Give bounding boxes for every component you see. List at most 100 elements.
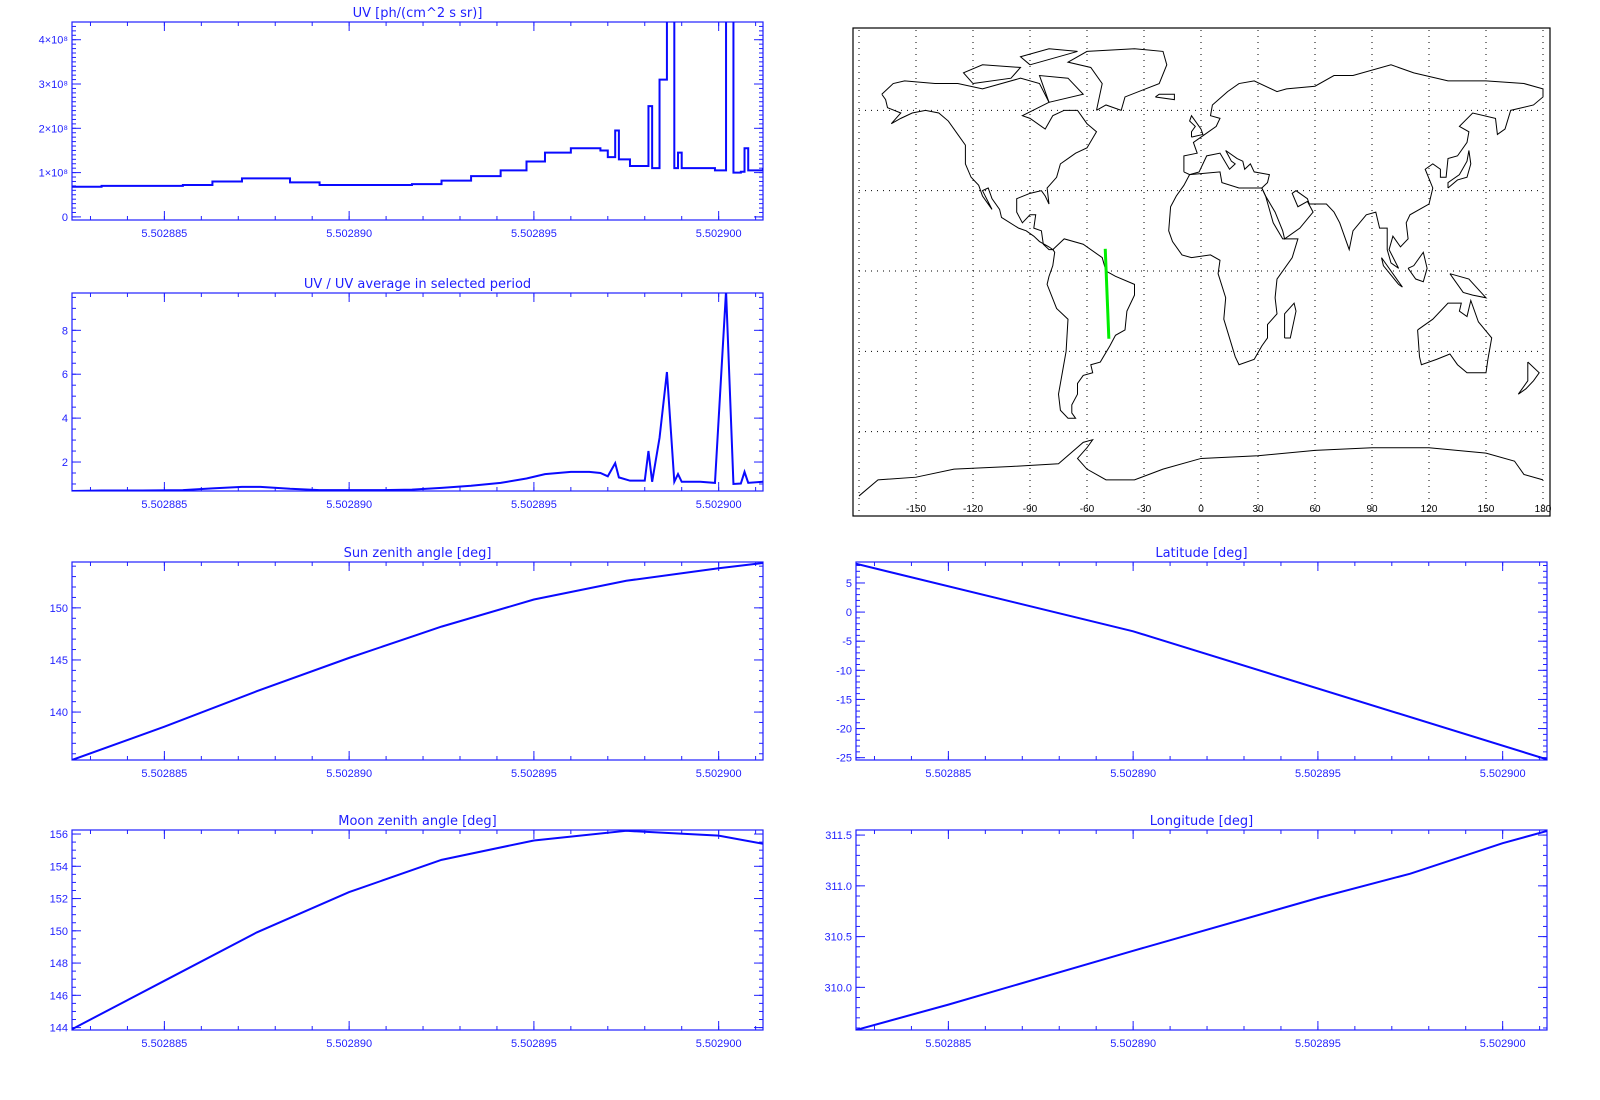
chart-title: UV / UV average in selected period bbox=[304, 277, 531, 292]
y-tick-label: 8 bbox=[62, 325, 68, 337]
x-tick-label: 5.502900 bbox=[1480, 768, 1526, 780]
x-tick-label: 5.502890 bbox=[1110, 1038, 1156, 1050]
series-line bbox=[72, 830, 763, 1030]
longitude-tick-label: 120 bbox=[1421, 504, 1438, 515]
longitude-tick-label: 0 bbox=[1198, 504, 1204, 515]
coastline-japan bbox=[1447, 150, 1472, 189]
longitude-tick-label: -150 bbox=[906, 504, 926, 515]
x-tick-label: 5.502895 bbox=[1295, 768, 1341, 780]
longitude-tick-label: -60 bbox=[1080, 504, 1095, 515]
x-tick-label: 5.502885 bbox=[141, 768, 187, 780]
chart-title: UV [ph/(cm^2 s sr)] bbox=[353, 6, 483, 21]
x-tick-label: 5.502890 bbox=[1110, 768, 1156, 780]
longitude-tick-label: 90 bbox=[1366, 504, 1378, 515]
x-tick-label: 5.502885 bbox=[925, 768, 971, 780]
chart-ratio: 5.502885 5.502890 5.502895 5.502900 2 4 6 8 UV /… bbox=[62, 277, 764, 511]
x-tick-label: 5.502895 bbox=[1295, 1038, 1341, 1050]
coastline-arctic-islands bbox=[962, 64, 1022, 85]
y-tick-label: 0 bbox=[62, 212, 68, 224]
x-tick-label: 5.502895 bbox=[511, 768, 557, 780]
coastline-borneo bbox=[1407, 251, 1428, 283]
coastline-ellesmere bbox=[1019, 48, 1078, 66]
y-tick-label: 145 bbox=[50, 655, 68, 667]
y-tick-label: 148 bbox=[50, 958, 68, 970]
chart-lon: 5.502885 5.502890 5.502895 5.502900 310.0 310… bbox=[824, 814, 1548, 1050]
plot-frame bbox=[71, 561, 764, 761]
coastline-new-guinea bbox=[1449, 273, 1488, 299]
y-tick-label: 311.5 bbox=[825, 830, 852, 842]
coastline-new-zealand bbox=[1517, 361, 1540, 395]
coastline-eurasia bbox=[1183, 64, 1544, 269]
x-tick-label: 5.502895 bbox=[511, 228, 557, 240]
chart-mza: 5.502885 5.502890 5.502895 5.502900 144 146 14… bbox=[50, 814, 764, 1050]
plot-frame bbox=[855, 829, 1548, 1031]
chart-title: Moon zenith angle [deg] bbox=[338, 814, 496, 829]
y-tick-label: 0 bbox=[846, 607, 852, 619]
chart-map: -150 -120 -90 -60 -30 0 30 60 90 120 150 180 bbox=[852, 27, 1552, 517]
y-tick-label: 4 bbox=[62, 413, 68, 425]
chart-lat: 5.502885 5.502890 5.502895 5.502900 5 0 -5 -10 -… bbox=[836, 546, 1548, 780]
y-tick-label: 2×10⁸ bbox=[39, 123, 68, 135]
y-tick-label: 154 bbox=[50, 861, 68, 873]
y-tick-label: 1×10⁸ bbox=[39, 168, 68, 180]
longitude-tick-label: 180 bbox=[1535, 504, 1552, 515]
y-tick-label: 152 bbox=[50, 894, 68, 906]
y-tick-label: -20 bbox=[836, 724, 852, 736]
y-tick-label: -15 bbox=[836, 694, 852, 706]
coastline-south-america bbox=[1046, 238, 1135, 419]
y-tick-label: 311.0 bbox=[825, 881, 852, 893]
satellite-track bbox=[1103, 248, 1111, 339]
y-tick-label: 3×10⁸ bbox=[39, 79, 68, 91]
x-tick-label: 5.502890 bbox=[326, 768, 372, 780]
series-line bbox=[856, 830, 1547, 1030]
coastline-iceland bbox=[1155, 93, 1175, 101]
chart-title: Latitude [deg] bbox=[1155, 546, 1247, 561]
x-tick-label: 5.502885 bbox=[141, 1038, 187, 1050]
longitude-tick-label: 150 bbox=[1478, 504, 1495, 515]
chart-sza: 5.502885 5.502890 5.502895 5.502900 140 145 15… bbox=[50, 546, 764, 780]
y-tick-label: -25 bbox=[836, 753, 852, 765]
y-tick-label: 150 bbox=[50, 926, 68, 938]
x-tick-label: 5.502900 bbox=[696, 499, 742, 511]
coastline-africa bbox=[1168, 171, 1299, 366]
plot-frame bbox=[71, 21, 764, 221]
x-tick-label: 5.502900 bbox=[696, 768, 742, 780]
x-tick-label: 5.502900 bbox=[1480, 1038, 1526, 1050]
coastline-greenland bbox=[1066, 48, 1168, 111]
series-line bbox=[72, 22, 763, 188]
y-tick-label: -5 bbox=[842, 636, 852, 648]
series-line bbox=[72, 293, 763, 491]
y-tick-label: 140 bbox=[50, 707, 68, 719]
chart-uv: 5.502885 5.502890 5.502895 5.502900 0 1×10⁸ 2×… bbox=[39, 6, 764, 240]
x-tick-label: 5.502885 bbox=[925, 1038, 971, 1050]
longitude-tick-label: -90 bbox=[1023, 504, 1038, 515]
y-tick-label: 146 bbox=[50, 990, 68, 1002]
x-tick-label: 5.502900 bbox=[696, 228, 742, 240]
plot-frame bbox=[71, 829, 764, 1031]
coastline-sumatra bbox=[1381, 257, 1403, 288]
series-line bbox=[856, 562, 1547, 760]
y-tick-label: 150 bbox=[50, 603, 68, 615]
y-tick-label: 144 bbox=[50, 1023, 68, 1035]
x-tick-label: 5.502895 bbox=[511, 1038, 557, 1050]
longitude-tick-label: -120 bbox=[963, 504, 983, 515]
x-tick-label: 5.502895 bbox=[511, 499, 557, 511]
coastline-britain bbox=[1189, 114, 1204, 138]
x-tick-label: 5.502890 bbox=[326, 499, 372, 511]
y-tick-label: -10 bbox=[836, 665, 852, 677]
x-tick-label: 5.502885 bbox=[141, 499, 187, 511]
map-frame bbox=[852, 27, 1551, 517]
y-tick-label: 4×10⁸ bbox=[39, 35, 68, 47]
longitude-tick-label: 30 bbox=[1252, 504, 1264, 515]
y-tick-label: 6 bbox=[62, 369, 68, 381]
plot-frame bbox=[71, 292, 764, 492]
y-tick-label: 5 bbox=[846, 578, 852, 590]
x-tick-label: 5.502890 bbox=[326, 1038, 372, 1050]
y-tick-label: 310.5 bbox=[824, 932, 852, 944]
chart-title: Sun zenith angle [deg] bbox=[344, 546, 492, 561]
x-tick-label: 5.502890 bbox=[326, 228, 372, 240]
coastline-baffin bbox=[1038, 74, 1085, 103]
x-tick-label: 5.502885 bbox=[141, 228, 187, 240]
chart-title: Longitude [deg] bbox=[1150, 814, 1253, 829]
